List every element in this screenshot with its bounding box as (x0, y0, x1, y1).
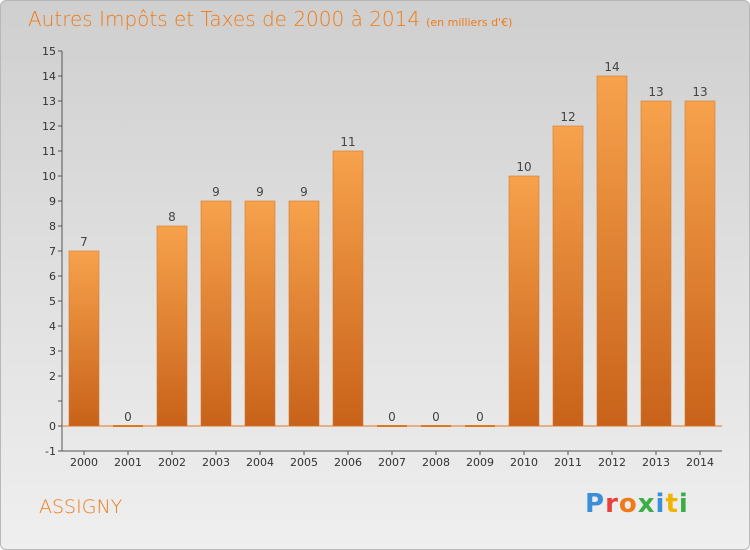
y-tick-label: 14 (42, 70, 56, 83)
x-tick-label: 2011 (554, 456, 582, 469)
bar-2002 (156, 225, 188, 427)
bar-2004 (244, 200, 276, 427)
x-tick-label: 2001 (114, 456, 142, 469)
y-tick-label: 13 (42, 95, 56, 108)
bar-2006 (332, 150, 364, 427)
proxiti-logo[interactable]: Proxiti (585, 489, 689, 519)
data-label: 11 (340, 135, 355, 149)
data-label: 8 (168, 210, 176, 224)
data-label: 12 (560, 110, 575, 124)
data-label: 0 (388, 410, 396, 424)
x-tick-label: 2012 (598, 456, 626, 469)
x-tick-label: 2009 (466, 456, 494, 469)
y-tick-label: 6 (49, 270, 56, 283)
bar-2005 (288, 200, 320, 427)
data-labels: 7 0 8 9 9 9 11 0 0 0 10 12 14 13 13 (80, 60, 707, 424)
logo-letter: t (665, 489, 679, 519)
data-label: 7 (80, 235, 88, 249)
y-tick-label: 10 (42, 170, 56, 183)
data-label: 9 (256, 185, 264, 199)
y-tick-label: 9 (49, 195, 56, 208)
x-tick-label: 2013 (642, 456, 670, 469)
logo-letter: P (585, 489, 606, 519)
logo-letter: i (678, 489, 689, 519)
y-tick-label: 12 (42, 120, 56, 133)
chart-unit-text: (en milliers d'€) (426, 16, 513, 29)
y-tick-label: 0 (49, 420, 56, 433)
x-tick-label: 2008 (422, 456, 450, 469)
data-label: 14 (604, 60, 619, 74)
x-tick-label: 2005 (290, 456, 318, 469)
x-tick-label: 2014 (686, 456, 714, 469)
commune-name: ASSIGNY (39, 496, 123, 518)
data-label: 13 (692, 85, 707, 99)
x-tick-label: 2000 (70, 456, 98, 469)
y-tick-label: 15 (42, 45, 56, 58)
x-tick-label: 2007 (378, 456, 406, 469)
x-tick-label: 2003 (202, 456, 230, 469)
data-label: 13 (648, 85, 663, 99)
y-tick-label: 7 (49, 245, 56, 258)
y-tick-label: 8 (49, 220, 56, 233)
x-tick-label: 2010 (510, 456, 538, 469)
bar-2003 (200, 200, 232, 427)
y-tick-label: 2 (49, 370, 56, 383)
bar-2009 (465, 425, 495, 427)
data-label: 0 (124, 410, 132, 424)
data-label: 0 (476, 410, 484, 424)
bar-2013 (640, 100, 672, 427)
chart-title-text: Autres Impôts et Taxes de 2000 à 2014 (28, 7, 421, 31)
y-tick-label: 5 (49, 295, 56, 308)
y-tick-label: 11 (42, 145, 56, 158)
bar-2012 (596, 75, 628, 427)
y-tick-label: -1 (45, 445, 56, 458)
logo-letter: r (605, 489, 619, 519)
x-tick-label: 2004 (246, 456, 274, 469)
chart-title: Autres Impôts et Taxes de 2000 à 2014 (en… (28, 7, 512, 31)
data-label: 10 (516, 160, 531, 174)
logo-letter: i (655, 489, 666, 519)
x-tick-label: 2006 (334, 456, 362, 469)
bar-2001 (113, 425, 143, 427)
logo-letter: x (637, 489, 656, 519)
bar-series (68, 75, 716, 427)
bar-2008 (421, 425, 451, 427)
logo-letter: o (618, 489, 638, 519)
data-label: 9 (212, 185, 220, 199)
y-tick-label: 4 (49, 320, 56, 333)
bar-2010 (508, 175, 540, 427)
data-label: 9 (300, 185, 308, 199)
x-tick-label: 2002 (158, 456, 186, 469)
y-tick-label: 3 (49, 345, 56, 358)
bar-2007 (377, 425, 407, 427)
data-label: 0 (432, 410, 440, 424)
bar-2014 (684, 100, 716, 427)
bar-2000 (68, 250, 100, 427)
bar-2011 (552, 125, 584, 427)
